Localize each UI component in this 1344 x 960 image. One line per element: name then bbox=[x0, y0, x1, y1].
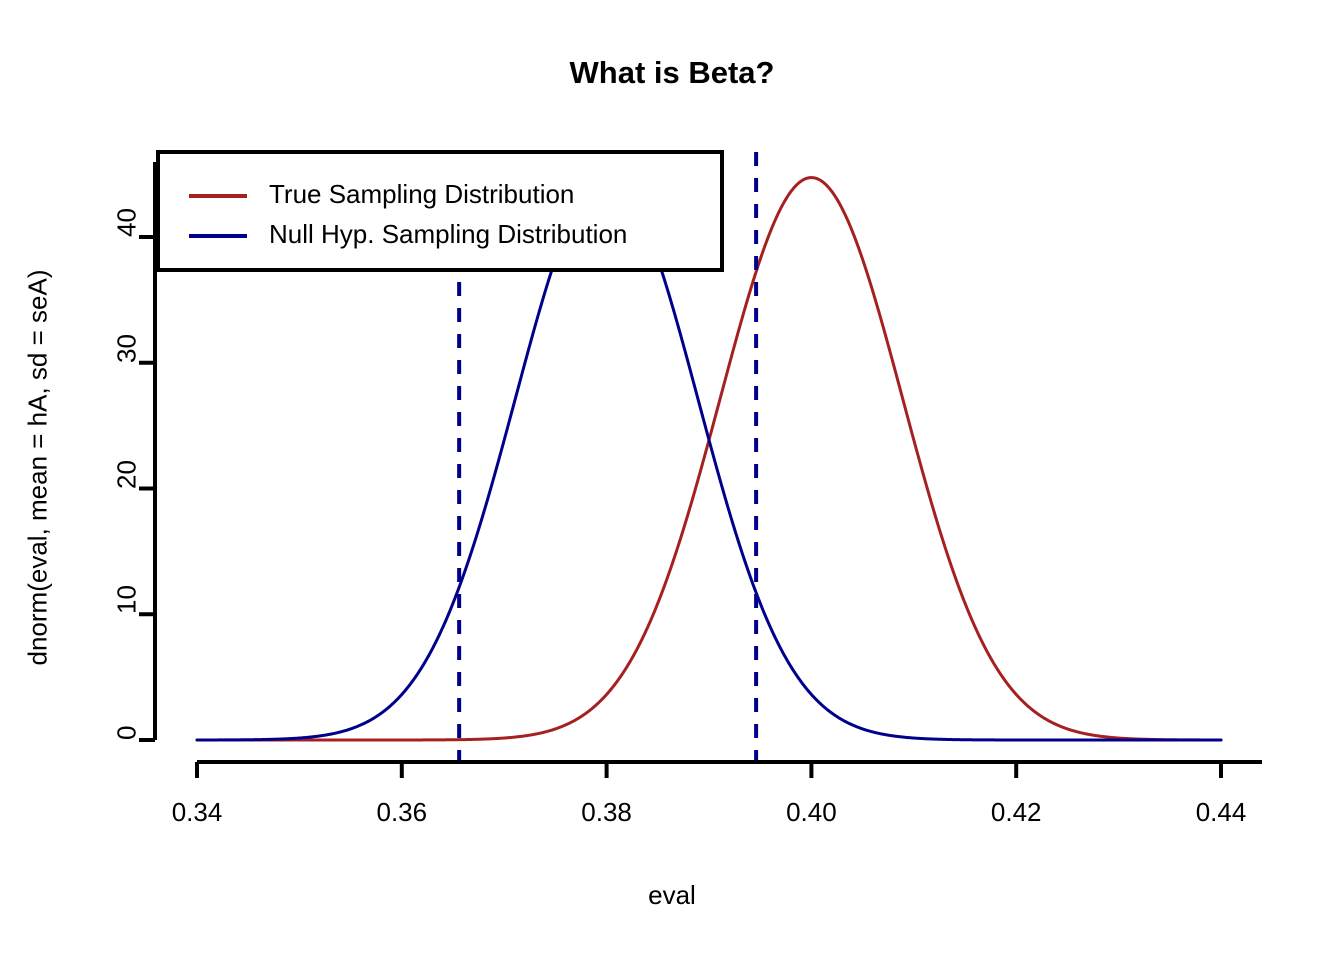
x-tick-label-1: 0.36 bbox=[376, 797, 428, 827]
x-tick-label-4: 0.42 bbox=[990, 797, 1042, 827]
curve-series-1 bbox=[195, 176, 1223, 742]
x-tick-label-2: 0.38 bbox=[581, 797, 632, 827]
x-tick-label-3: 0.40 bbox=[786, 797, 837, 827]
x-axis-label: eval bbox=[648, 880, 696, 910]
legend-box-layer bbox=[156, 150, 724, 272]
x-tick-label-0: 0.34 bbox=[171, 797, 223, 827]
y-axis-label: dnorm(eval, mean = hA, sd = seA) bbox=[22, 269, 53, 666]
axes-layer bbox=[139, 162, 1262, 778]
page-title: What is Beta? bbox=[569, 55, 775, 90]
legend-label-0: True Sampling Distribution bbox=[269, 179, 575, 209]
legend-label-1: Null Hyp. Sampling Distribution bbox=[269, 219, 628, 249]
legend-box bbox=[156, 150, 724, 272]
curves-layer bbox=[195, 176, 1223, 742]
x-tick-label-5: 0.44 bbox=[1195, 797, 1247, 827]
